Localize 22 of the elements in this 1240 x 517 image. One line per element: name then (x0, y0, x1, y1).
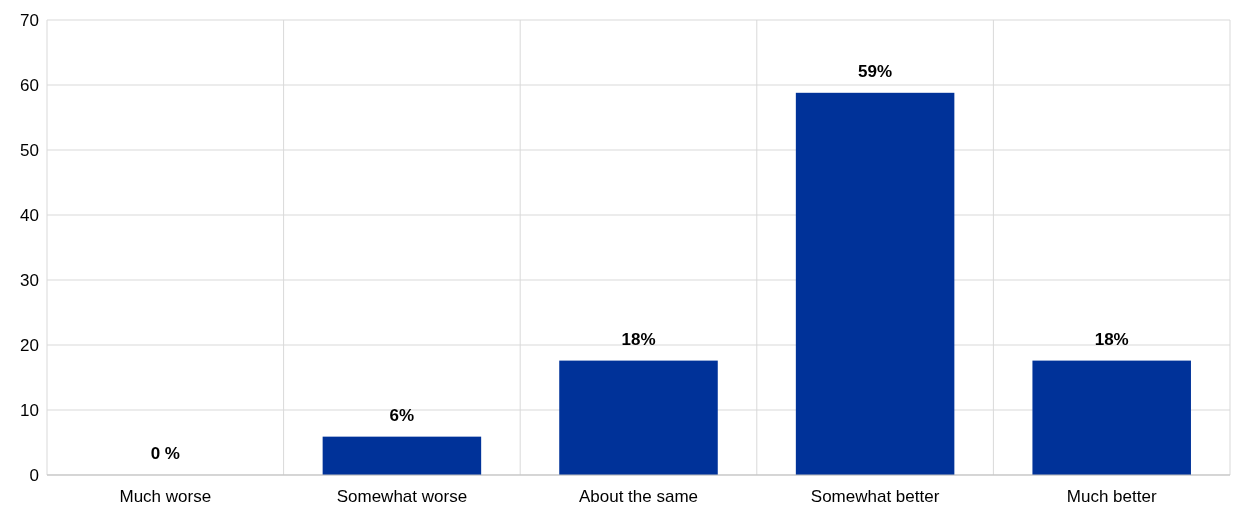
x-tick-label: Somewhat worse (336, 487, 468, 506)
y-tick-label: 0 (29, 465, 39, 485)
x-tick-label: Much better (1066, 487, 1157, 506)
data-label: 18% (1094, 329, 1129, 349)
data-label: 18% (621, 329, 656, 349)
data-label: 59% (858, 61, 893, 81)
bar (322, 436, 482, 475)
y-tick-label: 70 (20, 10, 39, 30)
y-tick-label: 30 (20, 270, 39, 290)
data-label: 6% (389, 405, 415, 425)
x-tick-label: About the same (578, 487, 699, 506)
y-tick-label: 50 (20, 140, 39, 160)
y-tick-label: 10 (20, 400, 39, 420)
x-tick-label: Somewhat better (810, 487, 940, 506)
y-tick-label: 60 (20, 75, 39, 95)
y-tick-label: 40 (20, 205, 39, 225)
bar (795, 92, 955, 475)
bar (559, 360, 718, 475)
bar (1032, 360, 1191, 475)
data-label: 0 % (150, 444, 180, 463)
y-tick-label: 20 (20, 335, 39, 355)
x-tick-label: Much worse (119, 487, 212, 506)
